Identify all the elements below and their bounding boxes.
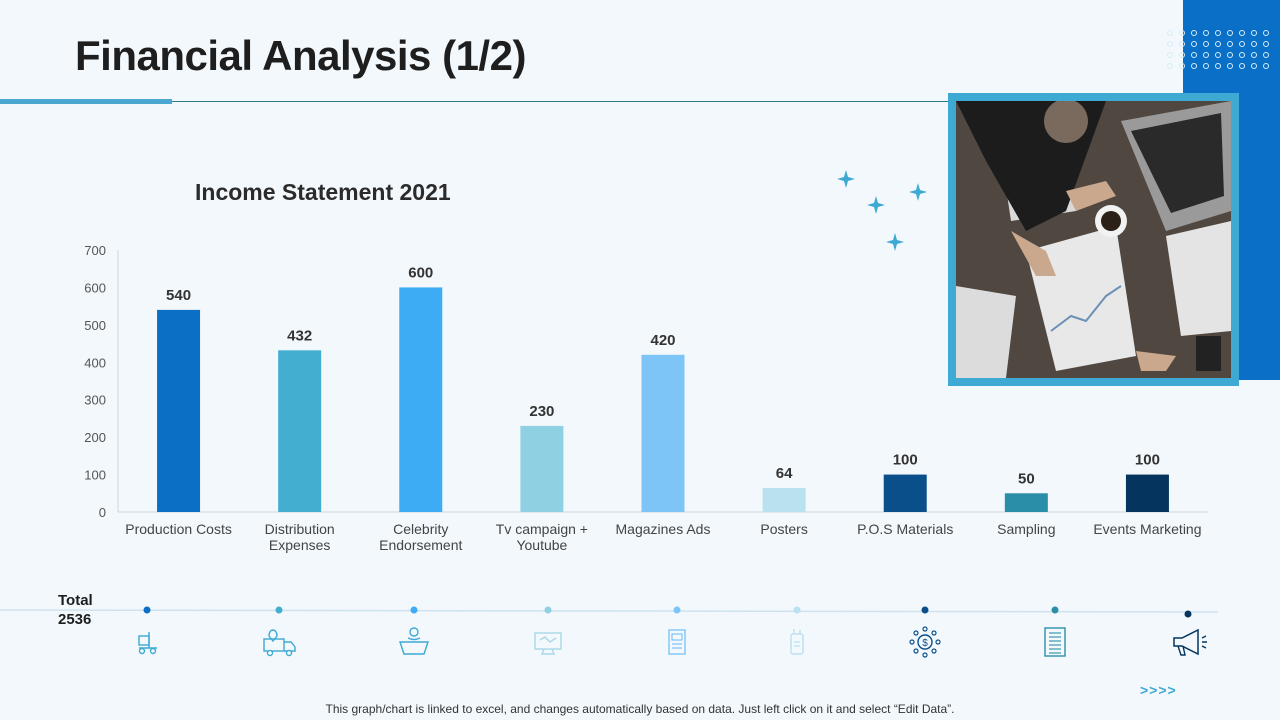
dot-grid-decoration xyxy=(1167,30,1269,69)
photo-illustration xyxy=(956,101,1231,378)
y-tick-label: 100 xyxy=(84,468,106,483)
timeline-dot xyxy=(143,606,151,614)
y-tick-label: 200 xyxy=(84,430,106,445)
y-tick-label: 400 xyxy=(84,355,106,370)
bar xyxy=(641,354,685,512)
total-value: 2536 xyxy=(58,611,92,628)
bar-value-label: 50 xyxy=(1018,470,1035,487)
timeline-dot xyxy=(921,606,929,614)
timeline-line xyxy=(0,609,1219,613)
delivery-truck-icon xyxy=(263,629,296,657)
y-tick-label: 500 xyxy=(84,318,106,333)
bar xyxy=(278,350,322,512)
total-label: Total 2536 xyxy=(58,591,93,629)
x-category-label: Posters xyxy=(760,521,807,537)
tv-campaign-icon xyxy=(534,632,562,655)
category-icon-timeline: $ xyxy=(0,606,1219,658)
bar-value-label: 600 xyxy=(408,264,433,281)
business-meeting-photo xyxy=(956,101,1231,378)
bar-value-label: 540 xyxy=(166,287,191,304)
poster-icon xyxy=(790,629,804,655)
timeline-dot xyxy=(793,606,801,614)
bar xyxy=(157,309,201,512)
income-statement-bar-chart: 0 100 200 300 400 500 600 700 540 Production Cost… xyxy=(84,243,1208,553)
bar-value-label: 64 xyxy=(776,465,793,482)
footer-note: This graph/chart is linked to excel, and… xyxy=(325,702,955,716)
timeline-dot xyxy=(1184,610,1192,618)
bar-value-label: 420 xyxy=(650,332,675,349)
title-underline-accent xyxy=(0,99,172,104)
x-category-label: Distribution xyxy=(265,521,335,537)
x-category-label: P.O.S Materials xyxy=(857,521,953,537)
chart-title: Income Statement 2021 xyxy=(195,179,451,205)
timeline-dot xyxy=(544,606,552,614)
y-tick-label: 0 xyxy=(99,505,106,520)
megaphone-icon xyxy=(1173,628,1207,656)
bar xyxy=(399,287,443,512)
next-arrows[interactable]: >>>> xyxy=(1140,682,1177,698)
timeline-dot xyxy=(673,606,681,614)
x-category-label: Celebrity xyxy=(393,521,448,537)
x-category-label: Production Costs xyxy=(125,521,232,537)
bar-value-label: 100 xyxy=(1135,452,1160,469)
bar xyxy=(520,425,564,512)
forklift-icon xyxy=(138,632,157,655)
bar-value-label: 230 xyxy=(529,403,554,420)
timeline-dot xyxy=(1051,606,1059,614)
x-category-label: Events Marketing xyxy=(1093,521,1201,537)
page-title: Financial Analysis (1/2) xyxy=(75,32,526,79)
bar xyxy=(762,488,806,512)
bar-value-label: 100 xyxy=(893,452,918,469)
y-tick-label: 300 xyxy=(84,393,106,408)
business-meeting-photo-frame xyxy=(948,93,1239,386)
x-category-label: Sampling xyxy=(997,521,1055,537)
x-category-label: Endorsement xyxy=(379,537,462,553)
magazine-icon xyxy=(668,629,686,655)
bar xyxy=(1125,474,1169,512)
bar-value-label: 432 xyxy=(287,327,312,344)
title-underline xyxy=(172,101,952,102)
sparkle-decoration xyxy=(837,170,927,251)
endorsement-icon xyxy=(399,627,429,655)
y-tick-label: 700 xyxy=(84,243,106,258)
total-label-text: Total xyxy=(58,592,93,609)
bar xyxy=(1004,493,1048,512)
x-category-label: Youtube xyxy=(516,537,567,553)
sampling-document-icon xyxy=(1044,627,1066,657)
pos-materials-icon: $ xyxy=(909,626,941,658)
x-category-label: Tv campaign + xyxy=(496,521,588,537)
timeline-dot xyxy=(410,606,418,614)
y-tick-label: 600 xyxy=(84,280,106,295)
x-category-label: Magazines Ads xyxy=(616,521,711,537)
svg-text:$: $ xyxy=(922,638,928,649)
x-category-label: Expenses xyxy=(269,537,330,553)
bar xyxy=(883,474,927,512)
timeline-dot xyxy=(275,606,283,614)
